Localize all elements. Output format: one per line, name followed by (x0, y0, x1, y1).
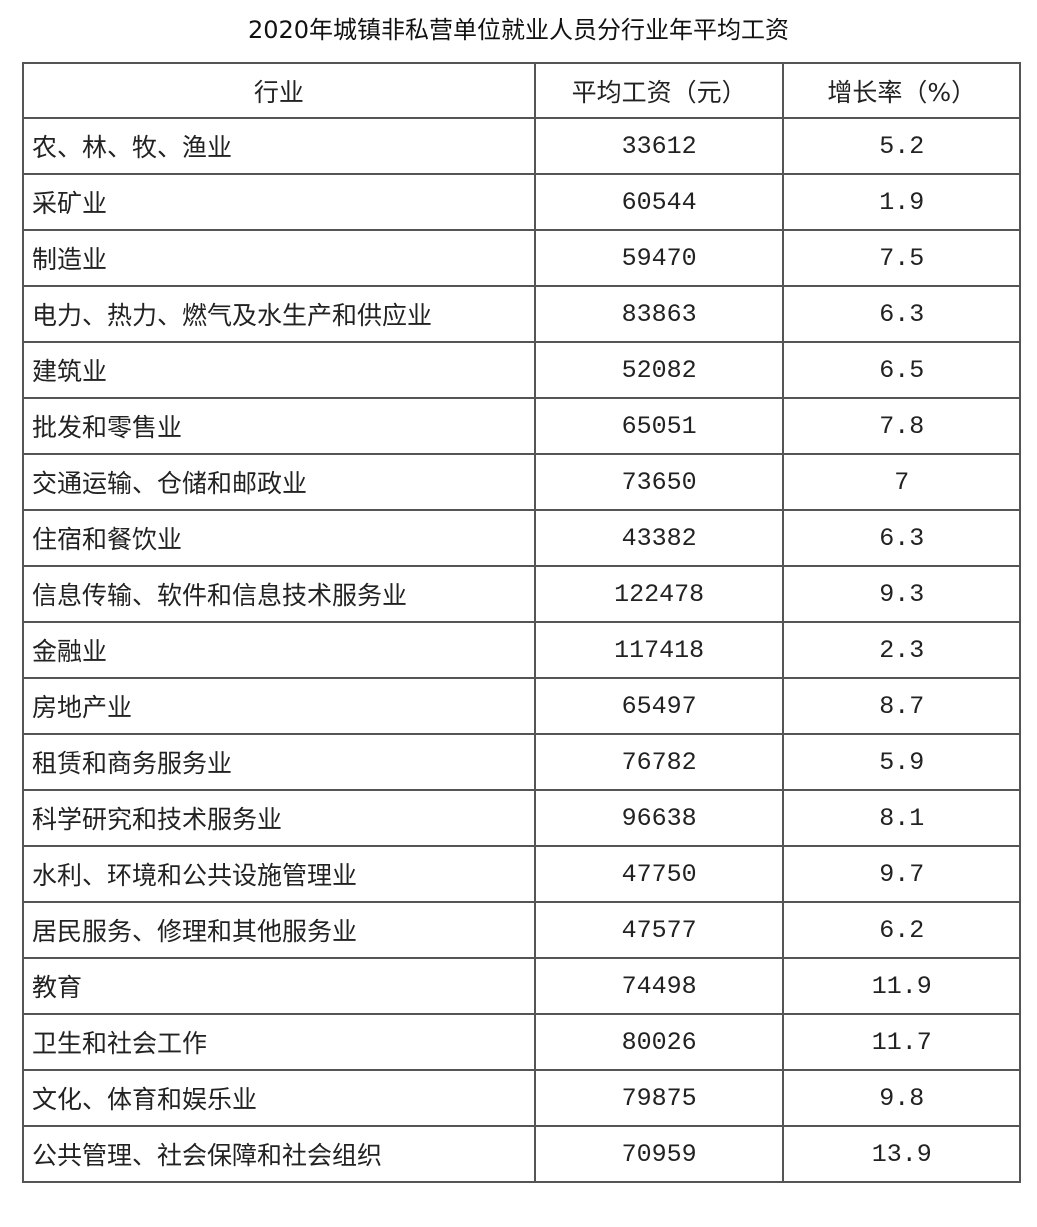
growth-cell: 6.3 (782, 285, 1021, 343)
table-row: 农、林、牧、渔业 33612 5.2 (22, 117, 1021, 175)
industry-cell: 住宿和餐饮业 (22, 509, 536, 567)
growth-cell: 11.7 (782, 1013, 1021, 1071)
wage-cell: 43382 (533, 509, 785, 567)
wage-cell: 60544 (533, 173, 785, 231)
table-row: 金融业 117418 2.3 (22, 621, 1021, 679)
wage-cell: 52082 (533, 341, 785, 399)
table-row: 建筑业 52082 6.5 (22, 341, 1021, 399)
industry-cell: 信息传输、软件和信息技术服务业 (22, 565, 536, 623)
header-row: 行业 平均工资（元） 增长率（%） (22, 62, 1021, 119)
industry-cell: 采矿业 (22, 173, 536, 231)
industry-cell: 租赁和商务服务业 (22, 733, 536, 791)
wage-cell: 79875 (533, 1069, 785, 1127)
table-row: 采矿业 60544 1.9 (22, 173, 1021, 231)
wage-cell: 73650 (533, 453, 785, 511)
table-row: 批发和零售业 65051 7.8 (22, 397, 1021, 455)
wage-cell: 65497 (533, 677, 785, 735)
industry-cell: 建筑业 (22, 341, 536, 399)
wage-cell: 47750 (533, 845, 785, 903)
growth-cell: 9.3 (782, 565, 1021, 623)
growth-cell: 13.9 (782, 1125, 1021, 1183)
wage-cell: 83863 (533, 285, 785, 343)
industry-cell: 教育 (22, 957, 536, 1015)
industry-cell: 电力、热力、燃气及水生产和供应业 (22, 285, 536, 343)
table-row: 租赁和商务服务业 76782 5.9 (22, 733, 1021, 791)
growth-cell: 5.9 (782, 733, 1021, 791)
industry-cell: 文化、体育和娱乐业 (22, 1069, 536, 1127)
growth-cell: 1.9 (782, 173, 1021, 231)
growth-cell: 8.1 (782, 789, 1021, 847)
table-row: 房地产业 65497 8.7 (22, 677, 1021, 735)
wage-cell: 122478 (533, 565, 785, 623)
table-row: 制造业 59470 7.5 (22, 229, 1021, 287)
wage-cell: 96638 (533, 789, 785, 847)
growth-cell: 2.3 (782, 621, 1021, 679)
wage-cell: 70959 (533, 1125, 785, 1183)
industry-cell: 公共管理、社会保障和社会组织 (22, 1125, 536, 1183)
growth-cell: 9.8 (782, 1069, 1021, 1127)
wage-cell: 33612 (533, 117, 785, 175)
growth-cell: 8.7 (782, 677, 1021, 735)
wage-cell: 59470 (533, 229, 785, 287)
table-row: 水利、环境和公共设施管理业 47750 9.7 (22, 845, 1021, 903)
wage-cell: 80026 (533, 1013, 785, 1071)
industry-cell: 房地产业 (22, 677, 536, 735)
industry-cell: 水利、环境和公共设施管理业 (22, 845, 536, 903)
industry-cell: 居民服务、修理和其他服务业 (22, 901, 536, 959)
wage-cell: 65051 (533, 397, 785, 455)
header-industry: 行业 (22, 62, 536, 119)
industry-cell: 金融业 (22, 621, 536, 679)
table-row: 信息传输、软件和信息技术服务业 122478 9.3 (22, 565, 1021, 623)
wage-cell: 47577 (533, 901, 785, 959)
table-row: 科学研究和技术服务业 96638 8.1 (22, 789, 1021, 847)
growth-cell: 11.9 (782, 957, 1021, 1015)
table-row: 电力、热力、燃气及水生产和供应业 83863 6.3 (22, 285, 1021, 343)
table-row: 居民服务、修理和其他服务业 47577 6.2 (22, 901, 1021, 959)
industry-cell: 科学研究和技术服务业 (22, 789, 536, 847)
growth-cell: 6.5 (782, 341, 1021, 399)
growth-cell: 7.8 (782, 397, 1021, 455)
table-row: 公共管理、社会保障和社会组织 70959 13.9 (22, 1125, 1021, 1183)
table-row: 卫生和社会工作 80026 11.7 (22, 1013, 1021, 1071)
header-average-wage: 平均工资（元） (533, 62, 785, 119)
wage-cell: 74498 (533, 957, 785, 1015)
table-row: 教育 74498 11.9 (22, 957, 1021, 1015)
industry-cell: 卫生和社会工作 (22, 1013, 536, 1071)
header-growth-rate: 增长率（%） (782, 62, 1021, 119)
table-title: 2020年城镇非私营单位就业人员分行业年平均工资 (247, 16, 790, 44)
industry-cell: 农、林、牧、渔业 (22, 117, 536, 175)
growth-cell: 5.2 (782, 117, 1021, 175)
table-row: 住宿和餐饮业 43382 6.3 (22, 509, 1021, 567)
industry-cell: 交通运输、仓储和邮政业 (22, 453, 536, 511)
growth-cell: 6.3 (782, 509, 1021, 567)
wage-table: 行业 平均工资（元） 增长率（%） 农、林、牧、渔业 33612 5.2 采矿业 605… (22, 62, 1021, 1183)
growth-cell: 7 (782, 453, 1021, 511)
table-row: 交通运输、仓储和邮政业 73650 7 (22, 453, 1021, 511)
table-row: 文化、体育和娱乐业 79875 9.8 (22, 1069, 1021, 1127)
industry-cell: 制造业 (22, 229, 536, 287)
industry-cell: 批发和零售业 (22, 397, 536, 455)
growth-cell: 9.7 (782, 845, 1021, 903)
wage-cell: 117418 (533, 621, 785, 679)
growth-cell: 7.5 (782, 229, 1021, 287)
wage-cell: 76782 (533, 733, 785, 791)
growth-cell: 6.2 (782, 901, 1021, 959)
